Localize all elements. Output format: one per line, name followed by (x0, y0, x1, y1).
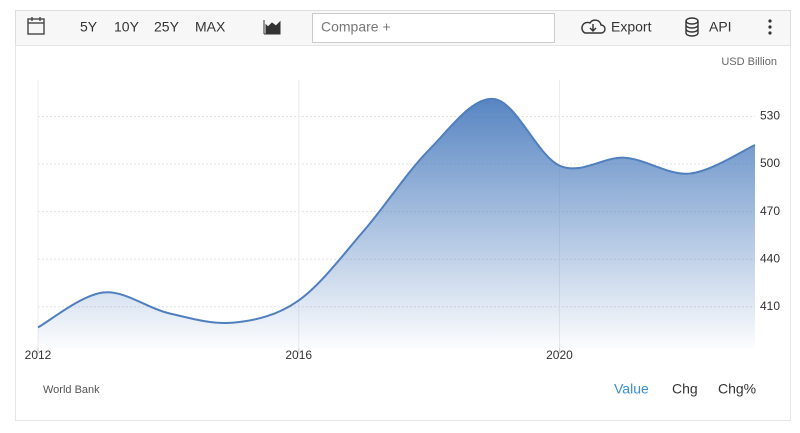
tab-chg-pct[interactable]: Chg% (718, 381, 756, 397)
tab-chg[interactable]: Chg (672, 381, 698, 397)
range-button[interactable]: MAX (195, 19, 226, 35)
x-tick-label: 2016 (285, 348, 312, 362)
export-button[interactable]: Export (611, 19, 652, 35)
y-tick-label: 530 (760, 109, 780, 123)
x-tick-label: 2020 (546, 348, 573, 362)
source-label: World Bank (43, 384, 100, 396)
x-tick-label: 2012 (25, 348, 52, 362)
compare-input[interactable] (312, 13, 555, 43)
y-tick-label: 470 (760, 204, 780, 218)
api-icon[interactable] (685, 17, 699, 37)
calendar-icon[interactable] (27, 17, 45, 35)
chart-type-icon[interactable] (263, 20, 281, 35)
y-tick-label: 410 (760, 299, 780, 313)
range-button[interactable]: 25Y (154, 19, 180, 35)
area-fill (38, 98, 755, 348)
series-line (37, 98, 756, 329)
menu-icon[interactable] (768, 19, 772, 35)
tab-value[interactable]: Value (614, 381, 649, 397)
plot: 410 440 470 500 530 2012 2016 2020 (25, 80, 780, 362)
unit-label: USD Billion (721, 56, 777, 68)
range-button[interactable]: 5Y (80, 19, 98, 35)
api-button[interactable]: API (709, 19, 732, 35)
y-tick-label: 500 (760, 156, 780, 170)
export-icon[interactable] (581, 19, 606, 34)
range-button[interactable]: 10Y (114, 19, 140, 35)
y-tick-label: 440 (760, 251, 780, 265)
compare-placeholder: Compare + (321, 19, 391, 35)
